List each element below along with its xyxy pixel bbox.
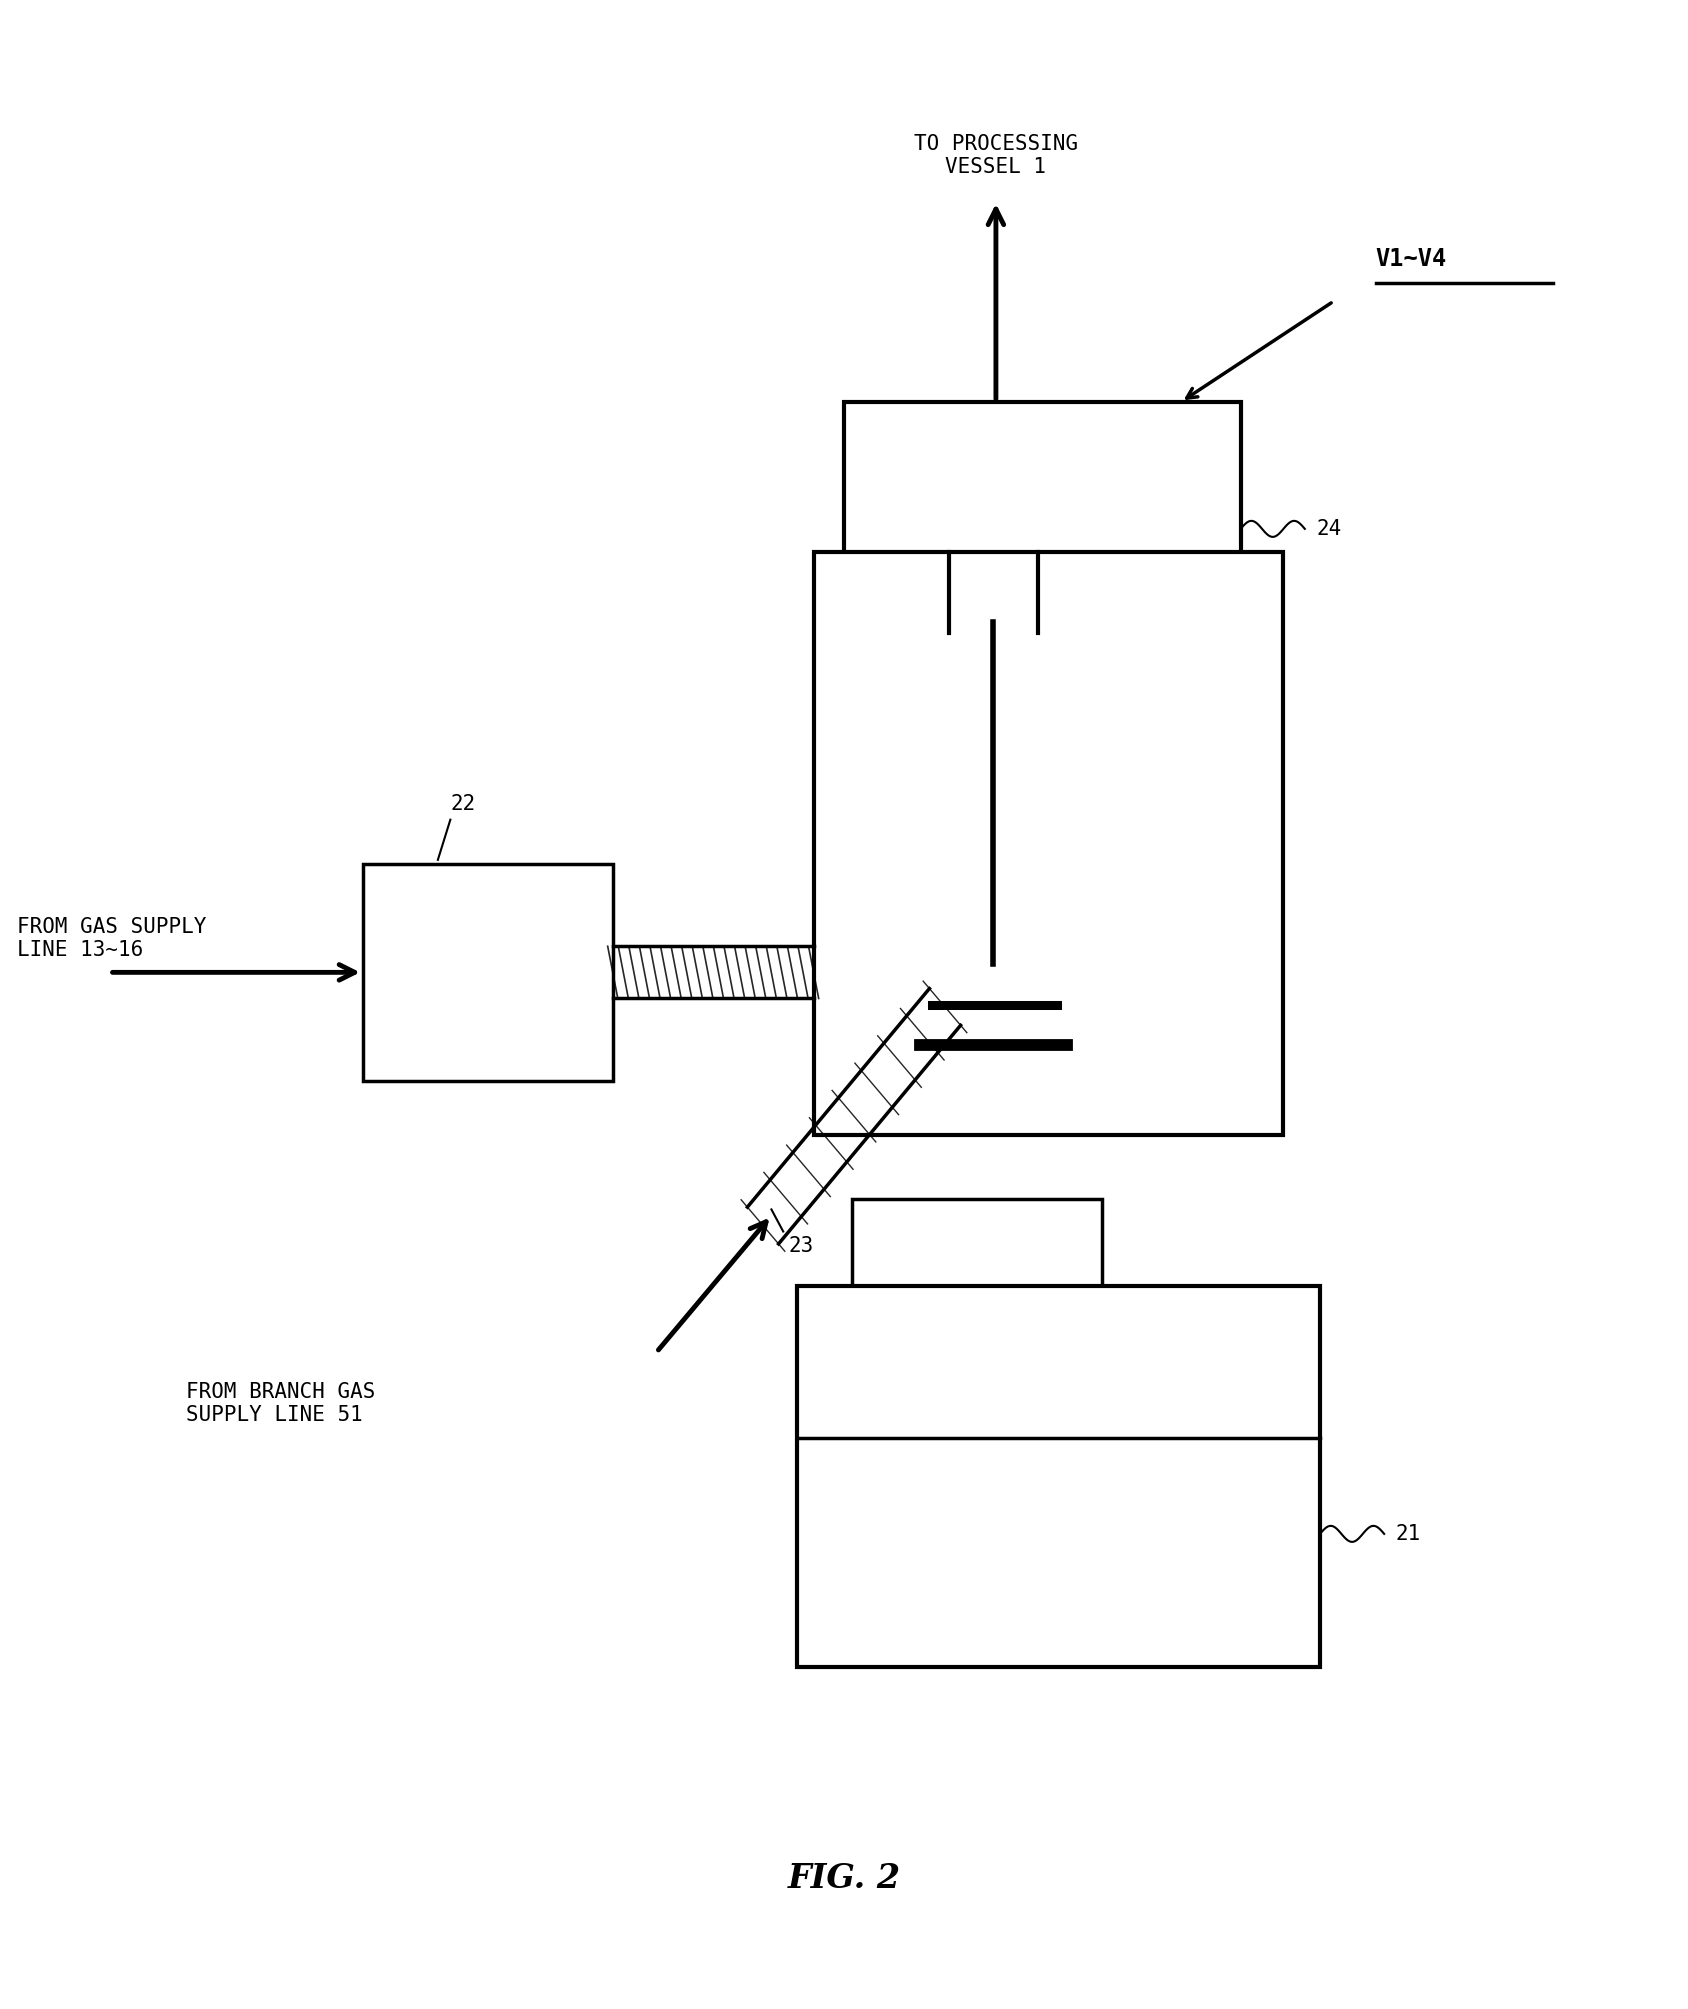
Text: 24: 24 <box>1317 518 1342 538</box>
Bar <box>363 864 613 1081</box>
Bar <box>814 552 1283 1135</box>
Text: FIG. 2: FIG. 2 <box>787 1862 901 1894</box>
Bar <box>844 402 1241 633</box>
Text: 23: 23 <box>788 1236 814 1256</box>
Text: FROM GAS SUPPLY
LINE 13~16: FROM GAS SUPPLY LINE 13~16 <box>17 916 206 960</box>
Text: TO PROCESSING
VESSEL 1: TO PROCESSING VESSEL 1 <box>913 133 1079 177</box>
Text: 22: 22 <box>451 794 476 814</box>
Bar <box>797 1286 1320 1667</box>
Text: FROM BRANCH GAS
SUPPLY LINE 51: FROM BRANCH GAS SUPPLY LINE 51 <box>186 1382 375 1426</box>
Text: 21: 21 <box>1396 1525 1421 1543</box>
Bar <box>852 1199 1102 1336</box>
Text: V1~V4: V1~V4 <box>1376 247 1447 271</box>
